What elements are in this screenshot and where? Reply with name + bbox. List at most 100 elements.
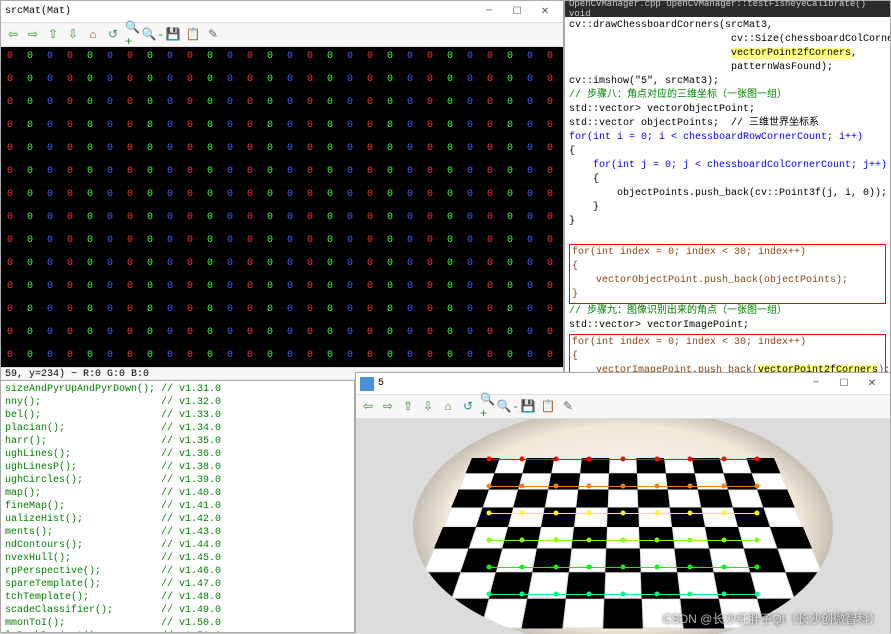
corner-line <box>690 594 724 595</box>
corner-line <box>690 486 724 487</box>
corner-line <box>589 594 623 595</box>
function-list-item[interactable]: nvexHull(); // v1.45.0 <box>5 552 350 565</box>
matrix-zero: 0 <box>327 97 333 108</box>
code-body[interactable]: cv::drawChessboardCorners(srcMat3, cv::S… <box>565 17 890 379</box>
function-list-item[interactable]: ughCircles(); // v1.39.0 <box>5 474 350 487</box>
matrix-zero: 0 <box>67 189 73 200</box>
function-list-item[interactable]: mmonToI(); // v1.50.0 <box>5 617 350 630</box>
matrix-zero: 0 <box>447 281 453 292</box>
matrix-zero: 0 <box>247 120 253 131</box>
matrix-zero: 0 <box>287 350 293 361</box>
toolbar-icon[interactable]: 🔍- <box>500 399 516 415</box>
matrix-zero: 0 <box>487 212 493 223</box>
matrix-zero: 0 <box>527 327 533 338</box>
matrix-zero: 0 <box>467 74 473 85</box>
matrix-zero: 0 <box>347 120 353 131</box>
matrix-zero: 0 <box>147 304 153 315</box>
toolbar-icon[interactable]: ✎ <box>205 27 221 43</box>
toolbar-icon[interactable]: 💾 <box>520 399 536 415</box>
matrix-zero: 0 <box>7 304 13 315</box>
matrix-zero: 0 <box>407 143 413 154</box>
function-list-item[interactable]: ments(); // v1.43.0 <box>5 526 350 539</box>
toolbar-icon[interactable]: ↺ <box>105 27 121 43</box>
matrix-zero: 0 <box>547 304 553 315</box>
maximize-button[interactable]: ☐ <box>503 4 531 20</box>
matrix-zero: 0 <box>227 304 233 315</box>
toolbar-icon[interactable]: 💾 <box>165 27 181 43</box>
matrix-zero: 0 <box>507 281 513 292</box>
function-list-item[interactable]: ndContours(); // v1.44.0 <box>5 539 350 552</box>
matrix-zero: 0 <box>307 143 313 154</box>
matrix-zero: 0 <box>67 51 73 62</box>
toolbar-icon[interactable]: ✎ <box>560 399 576 415</box>
function-list-item[interactable]: harr(); // v1.35.0 <box>5 435 350 448</box>
matrix-zero: 0 <box>347 143 353 154</box>
function-list-item[interactable]: nny(); // v1.32.0 <box>5 396 350 409</box>
matrix-zero: 0 <box>267 97 273 108</box>
matrix-titlebar[interactable]: srcMat(Mat) ─ ☐ ✕ <box>1 1 563 23</box>
function-list-item[interactable]: map(); // v1.40.0 <box>5 487 350 500</box>
toolbar-icon[interactable]: ⇧ <box>400 399 416 415</box>
toolbar-icon[interactable]: 🔍- <box>145 27 161 43</box>
function-list-item[interactable]: placian(); // v1.34.0 <box>5 422 350 435</box>
matrix-zero: 0 <box>187 281 193 292</box>
function-list-item[interactable]: rpPerspective(); // v1.46.0 <box>5 565 350 578</box>
toolbar-icon[interactable]: ⌂ <box>85 27 101 43</box>
function-list-item[interactable]: fineMap(); // v1.41.0 <box>5 500 350 513</box>
toolbar-icon[interactable]: ↺ <box>460 399 476 415</box>
minimize-button[interactable]: ─ <box>475 4 503 20</box>
matrix-zero: 0 <box>467 189 473 200</box>
matrix-zero: 0 <box>47 120 53 131</box>
toolbar-icon[interactable]: 🔍+ <box>125 27 141 43</box>
toolbar-icon[interactable]: ⌂ <box>440 399 456 415</box>
matrix-window: srcMat(Mat) ─ ☐ ✕ ⇦⇨⇧⇩⌂↺🔍+🔍-💾📋✎ 0 0 0 0 0 0 0 0… <box>0 0 564 380</box>
matrix-zero: 0 <box>7 97 13 108</box>
toolbar-icon[interactable]: 📋 <box>185 27 201 43</box>
matrix-zero: 0 <box>187 327 193 338</box>
matrix-zero: 0 <box>287 304 293 315</box>
matrix-zero: 0 <box>507 97 513 108</box>
toolbar-icon[interactable]: 📋 <box>540 399 556 415</box>
function-list-item[interactable]: bel(); // v1.33.0 <box>5 409 350 422</box>
toolbar-icon[interactable]: ⇨ <box>380 399 396 415</box>
matrix-zero: 0 <box>167 350 173 361</box>
matrix-zero: 0 <box>527 235 533 246</box>
function-list-item[interactable]: ughLinesP(); // v1.38.0 <box>5 461 350 474</box>
image-titlebar[interactable]: 5 ─ ☐ ✕ <box>356 373 890 395</box>
function-list-item[interactable]: sizeAndPyrUpAndPyrDown(); // v1.31.0 <box>5 383 350 396</box>
matrix-zero: 0 <box>347 74 353 85</box>
matrix-zero: 0 <box>547 51 553 62</box>
matrix-zero: 0 <box>307 235 313 246</box>
function-list-item[interactable]: ualizeHist(); // v1.42.0 <box>5 513 350 526</box>
matrix-zero: 0 <box>7 166 13 177</box>
matrix-zero: 0 <box>267 304 273 315</box>
matrix-zero: 0 <box>147 120 153 131</box>
matrix-zero: 0 <box>7 189 13 200</box>
corner-line <box>556 540 590 541</box>
close-button[interactable]: ✕ <box>531 4 559 20</box>
matrix-zero: 0 <box>47 166 53 177</box>
matrix-zero: 0 <box>147 235 153 246</box>
toolbar-icon[interactable]: ⇧ <box>45 27 61 43</box>
function-list-item[interactable]: spareTemplate(); // v1.47.0 <box>5 578 350 591</box>
corner-line <box>522 486 556 487</box>
matrix-zero: 0 <box>467 212 473 223</box>
matrix-zero: 0 <box>387 350 393 361</box>
function-list-item[interactable]: ughLines(); // v1.36.0 <box>5 448 350 461</box>
toolbar-icon[interactable]: ⇩ <box>65 27 81 43</box>
function-list-item[interactable]: lcBackProject(); // v1.51.0 <box>5 630 350 632</box>
toolbar-icon[interactable]: ⇦ <box>360 399 376 415</box>
maximize-button[interactable]: ☐ <box>830 376 858 392</box>
toolbar-icon[interactable]: 🔍+ <box>480 399 496 415</box>
function-list[interactable]: sizeAndPyrUpAndPyrDown(); // v1.31.0nny(… <box>1 381 354 632</box>
toolbar-icon[interactable]: ⇦ <box>5 27 21 43</box>
close-button[interactable]: ✕ <box>858 376 886 392</box>
toolbar-icon[interactable]: ⇨ <box>25 27 41 43</box>
minimize-button[interactable]: ─ <box>802 376 830 392</box>
function-list-item[interactable]: tchTemplate(); // v1.48.0 <box>5 591 350 604</box>
matrix-zero: 0 <box>287 97 293 108</box>
matrix-zero: 0 <box>107 74 113 85</box>
function-list-item[interactable]: scadeClassifier(); // v1.49.0 <box>5 604 350 617</box>
matrix-zero: 0 <box>147 189 153 200</box>
toolbar-icon[interactable]: ⇩ <box>420 399 436 415</box>
